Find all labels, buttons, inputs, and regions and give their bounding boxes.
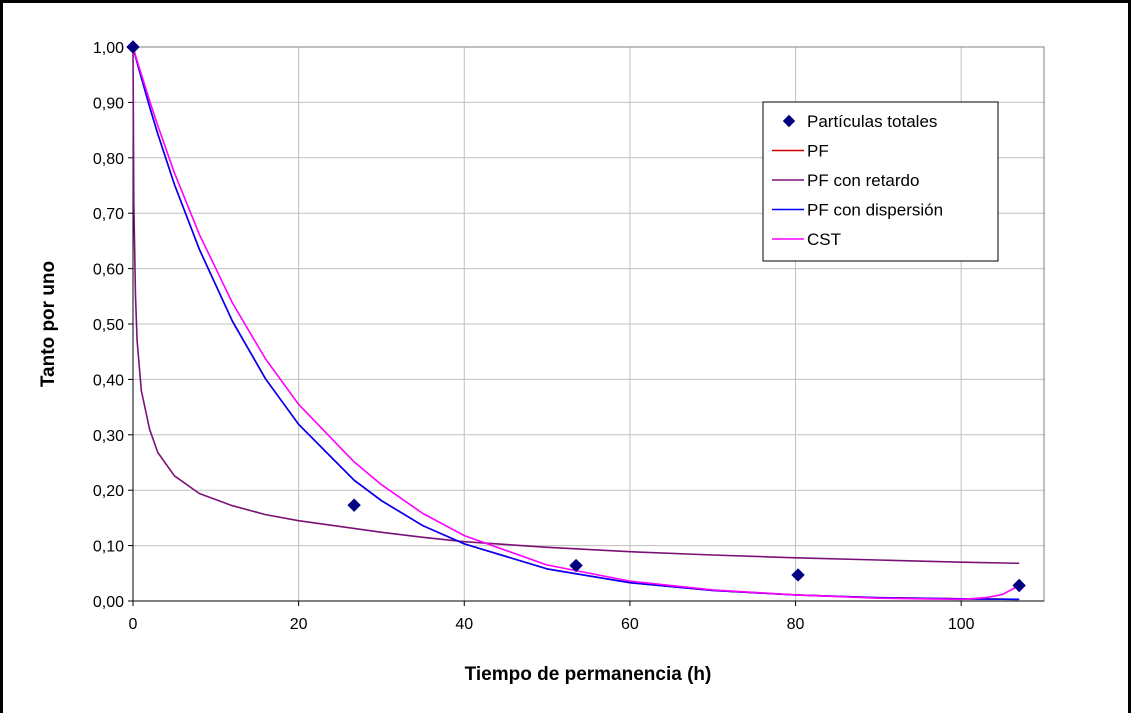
y-tick-label: 0,20 bbox=[93, 483, 124, 500]
legend-label: CST bbox=[807, 230, 841, 249]
y-tick-label: 0,80 bbox=[93, 151, 124, 168]
y-axis-title: Tanto por uno bbox=[38, 261, 59, 387]
y-tick-label: 0,30 bbox=[93, 428, 124, 445]
y-tick-label: 0,00 bbox=[93, 594, 124, 611]
x-tick-label: 80 bbox=[787, 616, 805, 633]
legend-label: Partículas totales bbox=[807, 112, 937, 131]
data-point bbox=[347, 498, 361, 512]
y-tick-label: 0,10 bbox=[93, 539, 124, 556]
legend-box bbox=[762, 101, 999, 262]
y-tick-label: 0,60 bbox=[93, 262, 124, 279]
legend-label: PF bbox=[807, 142, 829, 161]
legend-label: PF con retardo bbox=[807, 171, 919, 190]
legend-marker bbox=[782, 114, 796, 128]
x-tick-label: 100 bbox=[948, 616, 975, 633]
legend: Partículas totales PF PF con retardo PF con… bbox=[762, 101, 999, 262]
series-line-cst bbox=[132, 46, 1020, 601]
x-tick-label: 40 bbox=[455, 616, 473, 633]
x-tick-label: 60 bbox=[621, 616, 639, 633]
y-tick-label: 1,00 bbox=[93, 40, 124, 57]
data-point bbox=[1012, 578, 1026, 593]
y-tick-label: 0,40 bbox=[93, 372, 124, 389]
data-point bbox=[791, 568, 805, 582]
y-tick-label: 0,50 bbox=[93, 317, 124, 334]
series-layer bbox=[126, 40, 1026, 601]
y-tick-label: 0,70 bbox=[93, 206, 124, 223]
x-axis-title: Tiempo de permanencia (h) bbox=[465, 664, 712, 685]
data-point bbox=[126, 40, 140, 54]
data-point bbox=[569, 558, 583, 573]
x-tick-label: 20 bbox=[290, 616, 308, 633]
series-line-pf-con-retardo bbox=[132, 46, 1020, 565]
y-tick-label: 0,90 bbox=[93, 95, 124, 112]
legend-label: PF con dispersión bbox=[807, 201, 943, 220]
x-tick-label: 0 bbox=[129, 616, 138, 633]
